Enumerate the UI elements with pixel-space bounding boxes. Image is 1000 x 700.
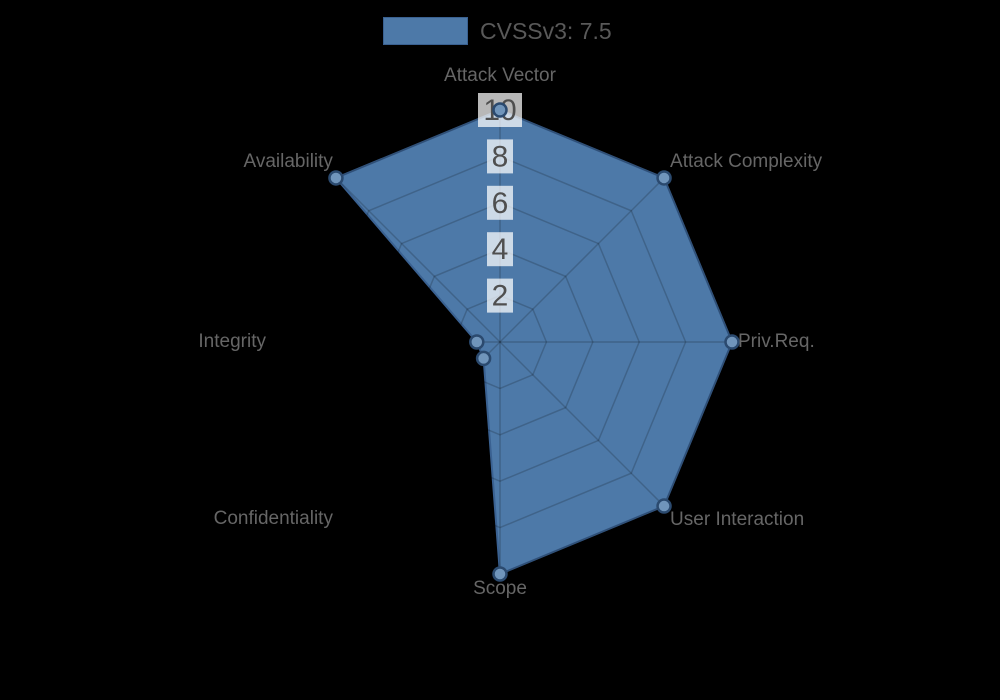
radar-point-layer <box>328 102 740 582</box>
tick-label-4: 4 <box>492 233 509 266</box>
data-point-priv-req[interactable] <box>724 334 740 350</box>
tick-backdrop-4 <box>487 232 513 267</box>
data-point-user-interaction[interactable] <box>656 498 672 514</box>
grid-ring-4 <box>406 248 594 436</box>
radar-grid-layer <box>267 109 733 575</box>
grid-ring-8 <box>313 155 687 529</box>
tick-label-6: 6 <box>492 187 509 220</box>
radar-tick-layer: 246810 <box>478 93 522 313</box>
tick-backdrop-6 <box>487 185 513 220</box>
legend-label: CVSSv3: 7.5 <box>480 18 612 44</box>
axis-line-attack-complexity <box>499 177 665 343</box>
data-point-confidentiality[interactable] <box>475 350 492 367</box>
axis-label-user-interaction: User Interaction <box>670 509 804 530</box>
legend-swatch <box>383 17 468 45</box>
data-point-attack-vector[interactable] <box>492 102 508 118</box>
data-point-attack-complexity[interactable] <box>656 170 672 186</box>
axis-label-availability: Availability <box>244 151 334 172</box>
tick-label-8: 8 <box>492 140 509 173</box>
axis-line-availability <box>335 177 501 343</box>
grid-ring-6 <box>359 201 641 483</box>
axis-label-confidentiality: Confidentiality <box>214 508 334 529</box>
axis-line-user-interaction <box>499 341 665 507</box>
axis-line-confidentiality <box>335 341 501 507</box>
axis-label-priv-req: Priv.Req. <box>738 331 815 352</box>
axis-label-attack-complexity: Attack Complexity <box>670 151 823 172</box>
data-point-integrity[interactable] <box>469 334 485 350</box>
data-point-scope[interactable] <box>492 566 508 582</box>
tick-label-2: 2 <box>492 280 509 313</box>
chart-legend[interactable]: CVSSv3: 7.5 <box>383 17 612 45</box>
data-point-availability[interactable] <box>328 170 344 186</box>
grid-ring-2 <box>452 294 548 390</box>
axis-label-integrity: Integrity <box>198 331 266 352</box>
axis-label-attack-vector: Attack Vector <box>444 65 557 86</box>
axis-label-scope: Scope <box>473 578 527 599</box>
tick-backdrop-8 <box>487 139 513 174</box>
tick-backdrop-2 <box>487 278 513 313</box>
radar-axis-label-layer: Attack Vector Attack Complexity Priv.Req. U… <box>198 65 822 599</box>
